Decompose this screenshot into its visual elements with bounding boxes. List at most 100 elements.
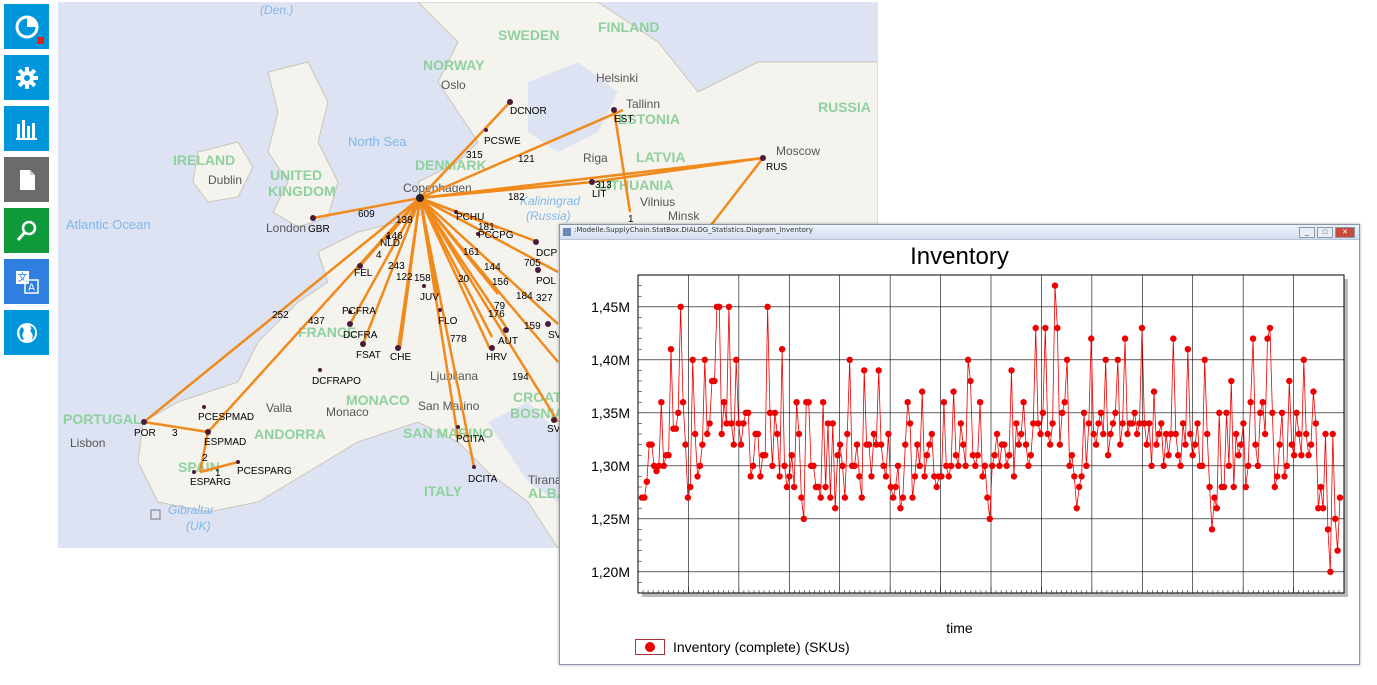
node[interactable]: SVK (545, 321, 568, 341)
data-point (931, 473, 938, 480)
data-point (986, 515, 993, 522)
data-point (1095, 420, 1102, 427)
search-button[interactable] (4, 208, 49, 253)
data-point (691, 430, 699, 438)
data-point (1056, 441, 1064, 448)
inventory-chart-window[interactable]: :Modelle.SupplyChain.StatBox.DIALOG_Stat… (559, 224, 1360, 665)
data-point (873, 441, 880, 448)
node[interactable]: SVN (547, 417, 568, 435)
pie-chart-button[interactable] (4, 4, 49, 49)
node[interactable]: ESPARG (190, 470, 231, 488)
node[interactable]: HRV (486, 345, 507, 363)
node[interactable]: PCESPMAD (198, 405, 254, 423)
node[interactable]: PCSWE (484, 128, 521, 147)
node[interactable]: LIT (589, 179, 606, 200)
data-point (706, 420, 713, 427)
data-point (754, 430, 762, 438)
x-axis-label: time (946, 620, 973, 636)
data-point (757, 473, 764, 480)
node[interactable]: DCFRAPO (312, 368, 361, 387)
svg-text:A: A (28, 282, 35, 293)
data-point (653, 467, 660, 475)
node[interactable]: PCESPARG (236, 460, 292, 477)
svg-text:79: 79 (494, 301, 506, 312)
data-point (1245, 462, 1252, 469)
node[interactable]: DCP (533, 239, 557, 259)
node[interactable]: EST (611, 107, 633, 125)
data-point (839, 462, 846, 469)
data-point (1179, 420, 1187, 427)
minimize-button[interactable]: _ (1299, 227, 1315, 238)
data-point (1302, 430, 1310, 438)
sidebar: 文 A (4, 4, 49, 361)
data-point (682, 441, 689, 448)
translate-button[interactable]: 文 A (4, 259, 49, 304)
node[interactable]: DCFRA (343, 321, 378, 341)
data-point (853, 441, 861, 448)
svg-text:176: 176 (488, 309, 505, 320)
hub-node[interactable] (416, 194, 424, 202)
data-point (728, 420, 735, 427)
data-point (967, 377, 974, 385)
data-point (1298, 452, 1305, 459)
data-point (1071, 473, 1078, 480)
data-point (1083, 462, 1090, 469)
data-point (950, 388, 957, 395)
node[interactable]: POL (535, 267, 556, 287)
node[interactable]: PCCPG (476, 230, 514, 241)
node[interactable]: ESPMAD (204, 429, 246, 448)
node[interactable]: GBR (308, 215, 330, 235)
data-point (1252, 441, 1259, 448)
svg-text:252: 252 (272, 310, 289, 321)
data-point (885, 430, 892, 438)
data-point (774, 430, 781, 438)
node[interactable]: PCITA (456, 425, 485, 445)
data-point (800, 515, 808, 522)
data-point (749, 462, 757, 469)
window-titlebar[interactable]: :Modelle.SupplyChain.StatBox.DIALOG_Stat… (560, 225, 1359, 240)
data-point (1191, 441, 1199, 448)
geo-label: SAN MARINO (403, 425, 493, 441)
node[interactable]: CHE (390, 345, 411, 363)
document-button[interactable] (4, 157, 49, 202)
globe-button[interactable] (4, 310, 49, 355)
data-point (897, 505, 904, 512)
close-button[interactable]: ✕ (1335, 227, 1355, 238)
inventory-chart: 1,20M 1,25M 1,30M 1,35M 1,40M 1,45M (591, 274, 1348, 597)
node[interactable]: PCFRA (342, 306, 376, 317)
svg-text:DCITA: DCITA (468, 474, 498, 485)
svg-text:FLO: FLO (438, 316, 458, 327)
svg-text:313: 313 (595, 180, 612, 191)
geo-label: Riga (583, 151, 608, 165)
legend-swatch (635, 639, 665, 655)
settings-button[interactable] (4, 55, 49, 100)
geo-label: SPAIN (178, 459, 220, 475)
geo-label: LATVIA (636, 149, 686, 165)
node[interactable]: FSAT (356, 341, 381, 361)
node[interactable]: NLD (380, 235, 400, 249)
node[interactable]: DCNOR (507, 99, 547, 117)
node[interactable]: POR (134, 419, 156, 439)
svg-text:RUS: RUS (766, 162, 787, 173)
data-point (1174, 452, 1182, 459)
window-title: :Modelle.SupplyChain.StatBox.DIALOG_Stat… (574, 226, 813, 234)
node[interactable]: RUS (760, 155, 787, 173)
data-point (1051, 282, 1059, 289)
data-point (1266, 324, 1274, 332)
node[interactable]: PCHU (454, 210, 484, 223)
node[interactable]: DCITA (468, 465, 498, 485)
svg-text:705: 705 (524, 258, 541, 269)
geo-label: North Sea (348, 134, 407, 149)
node[interactable]: AUT (498, 327, 518, 347)
svg-text:文: 文 (17, 271, 27, 284)
statistics-button[interactable] (4, 106, 49, 151)
node[interactable]: JUV (420, 284, 439, 303)
data-point (1017, 430, 1025, 438)
data-point (976, 399, 984, 406)
node[interactable]: FLO (438, 308, 458, 327)
data-point (810, 462, 817, 469)
node[interactable]: FEL (354, 263, 373, 279)
data-point (1032, 324, 1039, 332)
data-point (737, 441, 745, 448)
maximize-button[interactable]: □ (1317, 227, 1333, 238)
